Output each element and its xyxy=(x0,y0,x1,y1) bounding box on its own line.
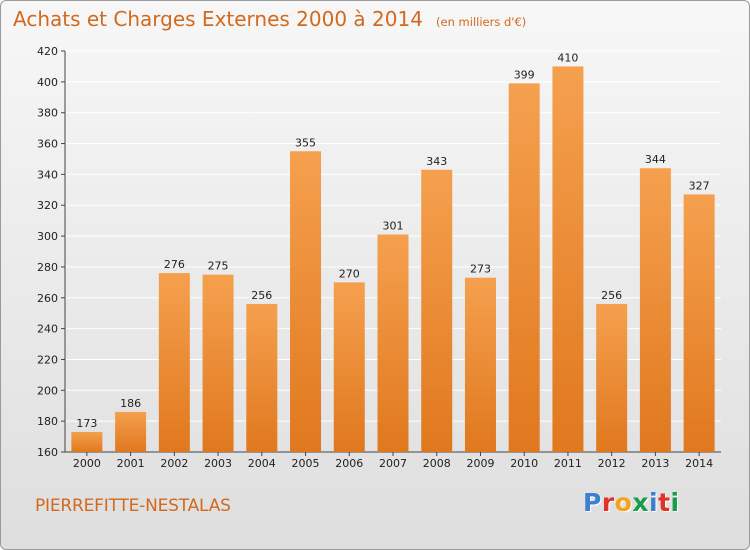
y-tick-label: 300 xyxy=(37,230,58,243)
bar xyxy=(71,431,103,452)
data-label: 186 xyxy=(120,397,141,410)
logo-letter: i xyxy=(670,488,680,517)
y-tick-label: 240 xyxy=(37,323,58,336)
logo-letter: t xyxy=(658,488,671,517)
bar xyxy=(683,194,715,452)
bar xyxy=(464,277,496,452)
logo-letter: o xyxy=(614,488,633,517)
x-tick-label: 2009 xyxy=(466,457,494,470)
logo-letter: P xyxy=(583,488,602,517)
x-tick-label: 2004 xyxy=(248,457,276,470)
y-tick-label: 260 xyxy=(37,292,58,305)
y-tick-label: 200 xyxy=(37,384,58,397)
data-labels: 173 186 276 275 256 355 270 301 343 273 399 410 256 3… xyxy=(76,51,709,430)
y-tick-label: 380 xyxy=(37,107,58,120)
x-tick-label: 2007 xyxy=(379,457,407,470)
x-tick-label: 2013 xyxy=(641,457,669,470)
y-tick-label: 180 xyxy=(37,415,58,428)
x-tick-label: 2011 xyxy=(554,457,582,470)
data-label: 343 xyxy=(426,155,447,168)
x-tick-label: 2014 xyxy=(685,457,713,470)
data-label: 256 xyxy=(601,289,622,302)
bar xyxy=(333,282,365,452)
logo-letter: x xyxy=(632,488,649,517)
bar xyxy=(290,151,322,452)
logo-letter: i xyxy=(649,488,659,517)
x-tick-label: 2012 xyxy=(598,457,626,470)
data-label: 399 xyxy=(514,68,535,81)
x-tick-label: 2001 xyxy=(117,457,145,470)
data-label: 273 xyxy=(470,263,491,276)
title-row: Achats et Charges Externes 2000 à 2014 (… xyxy=(13,7,526,31)
bar xyxy=(421,169,453,452)
y-tick-label: 360 xyxy=(37,138,58,151)
axes: 160 180 200 220 240 260 280 300 320 340 360 380 400 4… xyxy=(37,45,721,470)
x-tick-label: 2000 xyxy=(73,457,101,470)
bar xyxy=(377,234,409,452)
bar xyxy=(115,411,147,452)
bar xyxy=(639,168,671,452)
data-label: 256 xyxy=(251,289,272,302)
y-tick-label: 340 xyxy=(37,168,58,181)
bar xyxy=(508,83,540,452)
data-label: 301 xyxy=(383,220,404,233)
y-tick-label: 320 xyxy=(37,199,58,212)
logo-letter: r xyxy=(601,488,615,517)
x-tick-label: 2005 xyxy=(292,457,320,470)
y-tick-label: 420 xyxy=(37,45,58,58)
x-tick-label: 2002 xyxy=(160,457,188,470)
chart-subtitle: (en milliers d'€) xyxy=(436,15,527,29)
data-label: 327 xyxy=(689,179,710,192)
y-tick-label: 280 xyxy=(37,261,58,274)
bar xyxy=(246,303,278,452)
bar xyxy=(596,303,628,452)
bar xyxy=(552,66,584,452)
y-tick-label: 400 xyxy=(37,76,58,89)
data-label: 276 xyxy=(164,258,185,271)
data-label: 410 xyxy=(557,51,578,64)
data-label: 344 xyxy=(645,153,666,166)
bars xyxy=(71,66,715,452)
data-label: 173 xyxy=(76,417,97,430)
x-tick-label: 2010 xyxy=(510,457,538,470)
x-tick-label: 2003 xyxy=(204,457,232,470)
y-tick-label: 220 xyxy=(37,353,58,366)
data-label: 270 xyxy=(339,267,360,280)
commune-name: PIERREFITTE-NESTALAS xyxy=(35,496,231,516)
bar xyxy=(158,273,190,452)
proxiti-logo: Proxiti xyxy=(583,488,680,517)
x-tick-label: 2006 xyxy=(335,457,363,470)
y-tick-label: 160 xyxy=(37,446,58,459)
bar xyxy=(202,274,234,452)
x-tick-label: 2008 xyxy=(423,457,451,470)
data-label: 355 xyxy=(295,136,316,149)
data-label: 275 xyxy=(208,260,229,273)
chart-title: Achats et Charges Externes 2000 à 2014 xyxy=(13,7,423,31)
